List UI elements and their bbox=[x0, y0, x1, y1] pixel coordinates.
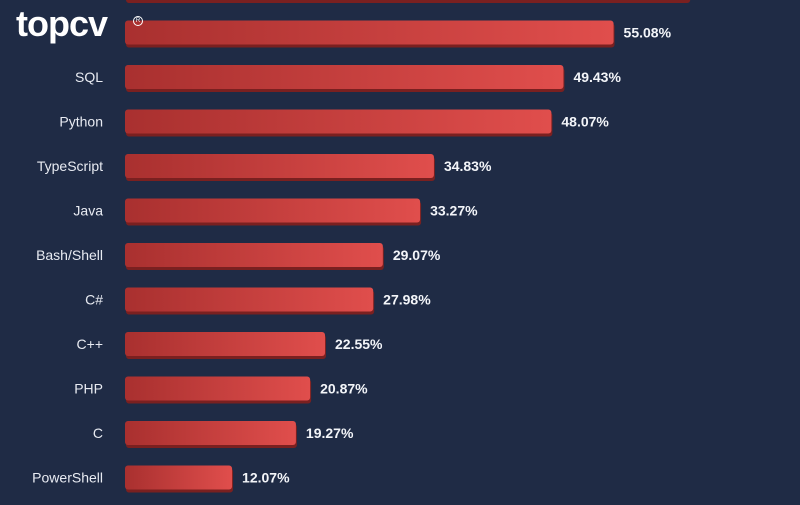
category-label: PowerShell bbox=[32, 470, 103, 486]
bar-row: Python 48.07% bbox=[59, 109, 609, 137]
bar bbox=[125, 243, 383, 267]
brand-logo: topcv bbox=[16, 3, 108, 44]
category-label: Java bbox=[73, 203, 103, 219]
bar-row: PHP 20.87% bbox=[74, 376, 368, 404]
category-label: TypeScript bbox=[37, 158, 103, 174]
bar bbox=[125, 465, 233, 490]
bar-row: SQL 49.43% bbox=[75, 65, 621, 92]
bar-row: C# 27.98% bbox=[85, 287, 431, 315]
value-label: 49.43% bbox=[573, 69, 621, 85]
bars-layer: 55.08% SQL 49.43% Python 48.07% TypeScript 34.… bbox=[32, 0, 691, 493]
category-label: C++ bbox=[77, 336, 103, 352]
value-label: 12.07% bbox=[242, 470, 290, 486]
bar bbox=[125, 421, 296, 445]
bar bbox=[125, 154, 434, 178]
value-label: 34.83% bbox=[444, 158, 492, 174]
bar-row: Java 33.27% bbox=[73, 198, 478, 226]
category-label: PHP bbox=[74, 381, 103, 397]
category-label: C# bbox=[85, 292, 103, 308]
bar bbox=[125, 376, 311, 401]
value-label: 27.98% bbox=[383, 292, 431, 308]
bar-row: Bash/Shell 29.07% bbox=[36, 243, 441, 270]
value-label: 19.27% bbox=[306, 425, 354, 441]
bar-row: C 19.27% bbox=[93, 421, 354, 448]
bar-row: TypeScript 34.83% bbox=[37, 154, 492, 181]
bar-row: C++ 22.55% bbox=[77, 332, 383, 359]
bar-row bbox=[126, 0, 691, 3]
bar bbox=[125, 109, 552, 134]
category-label: SQL bbox=[75, 69, 103, 85]
bar-shadow bbox=[126, 0, 691, 3]
category-label: Bash/Shell bbox=[36, 247, 103, 263]
bar bbox=[125, 332, 326, 356]
bar-row: PowerShell 12.07% bbox=[32, 465, 290, 493]
bar bbox=[125, 65, 564, 89]
bar bbox=[125, 287, 374, 312]
bar-row: 55.08% bbox=[125, 20, 672, 48]
registered-mark-icon: R bbox=[133, 16, 143, 26]
bar bbox=[125, 198, 421, 223]
value-label: 33.27% bbox=[430, 203, 478, 219]
bar bbox=[125, 20, 614, 45]
value-label: 20.87% bbox=[320, 381, 368, 397]
category-label: Python bbox=[59, 114, 103, 130]
value-label: 29.07% bbox=[393, 247, 441, 263]
value-label: 22.55% bbox=[335, 336, 383, 352]
category-label: C bbox=[93, 425, 103, 441]
value-label: 55.08% bbox=[624, 25, 672, 41]
value-label: 48.07% bbox=[561, 114, 609, 130]
